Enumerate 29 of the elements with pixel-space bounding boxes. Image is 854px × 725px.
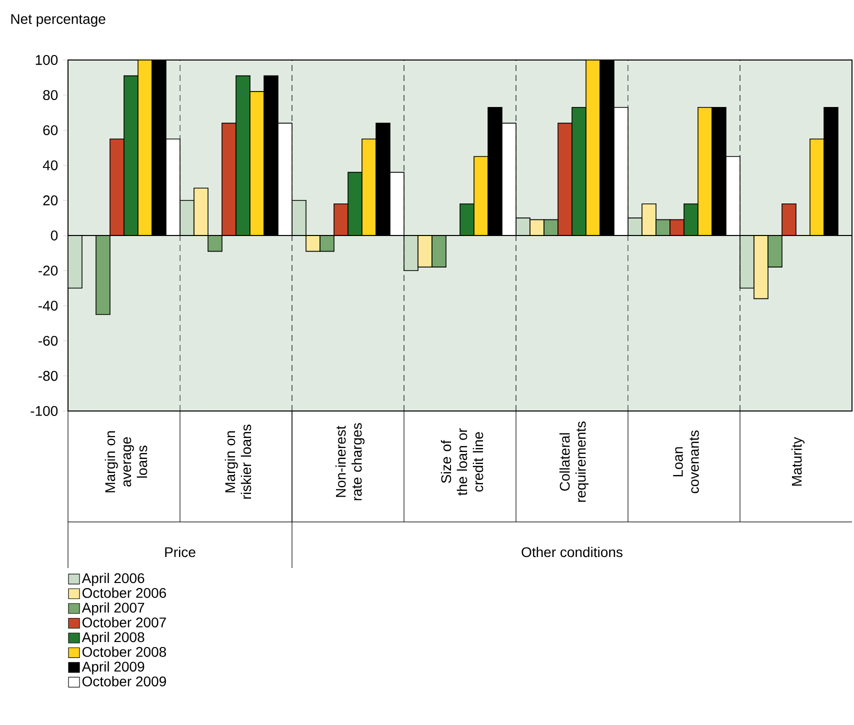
legend-label: April 2008 (82, 632, 144, 645)
legend-label: October 2007 (82, 617, 166, 628)
x-tick-label: Margin on riskier loans (224, 424, 252, 499)
x-tick-label: Non-inerest rate charges (335, 423, 365, 500)
y-axis-title: Net percentage (11, 14, 106, 27)
x-tick-label: Collateral requirements (559, 422, 589, 502)
legend-label: April 2009 (82, 661, 144, 674)
legend-label: October 2008 (82, 646, 166, 657)
y-tick-label: -40 (38, 300, 58, 311)
y-tick-label: 0 (50, 230, 58, 240)
legend-label: April 2007 (82, 602, 144, 616)
text: Price (165, 546, 196, 558)
legend-label: October 2009 (82, 676, 166, 686)
y-tick-label: -20 (38, 266, 58, 276)
y-tick-label: 100 (36, 55, 58, 65)
y-tick-label: 80 (43, 90, 58, 100)
x-tick-label: Maturity (791, 436, 805, 486)
y-tick-label: 40 (42, 160, 58, 170)
y-tick-label: -80 (38, 370, 58, 381)
y-tick-label: -100 (30, 406, 58, 416)
x-tick-label: Size of the loan or credit line (440, 428, 484, 496)
y-tick-label: 60 (43, 125, 58, 136)
y-tick-label: -60 (38, 336, 58, 346)
legend-label: October 2006 (82, 588, 166, 598)
text: Other conditions (522, 546, 622, 558)
y-tick-label: 20 (43, 195, 58, 206)
x-tick-label: Margin on average loans (104, 431, 148, 492)
x-tick-label: Loan covenants (673, 430, 699, 494)
legend-label: April 2006 (82, 572, 144, 586)
